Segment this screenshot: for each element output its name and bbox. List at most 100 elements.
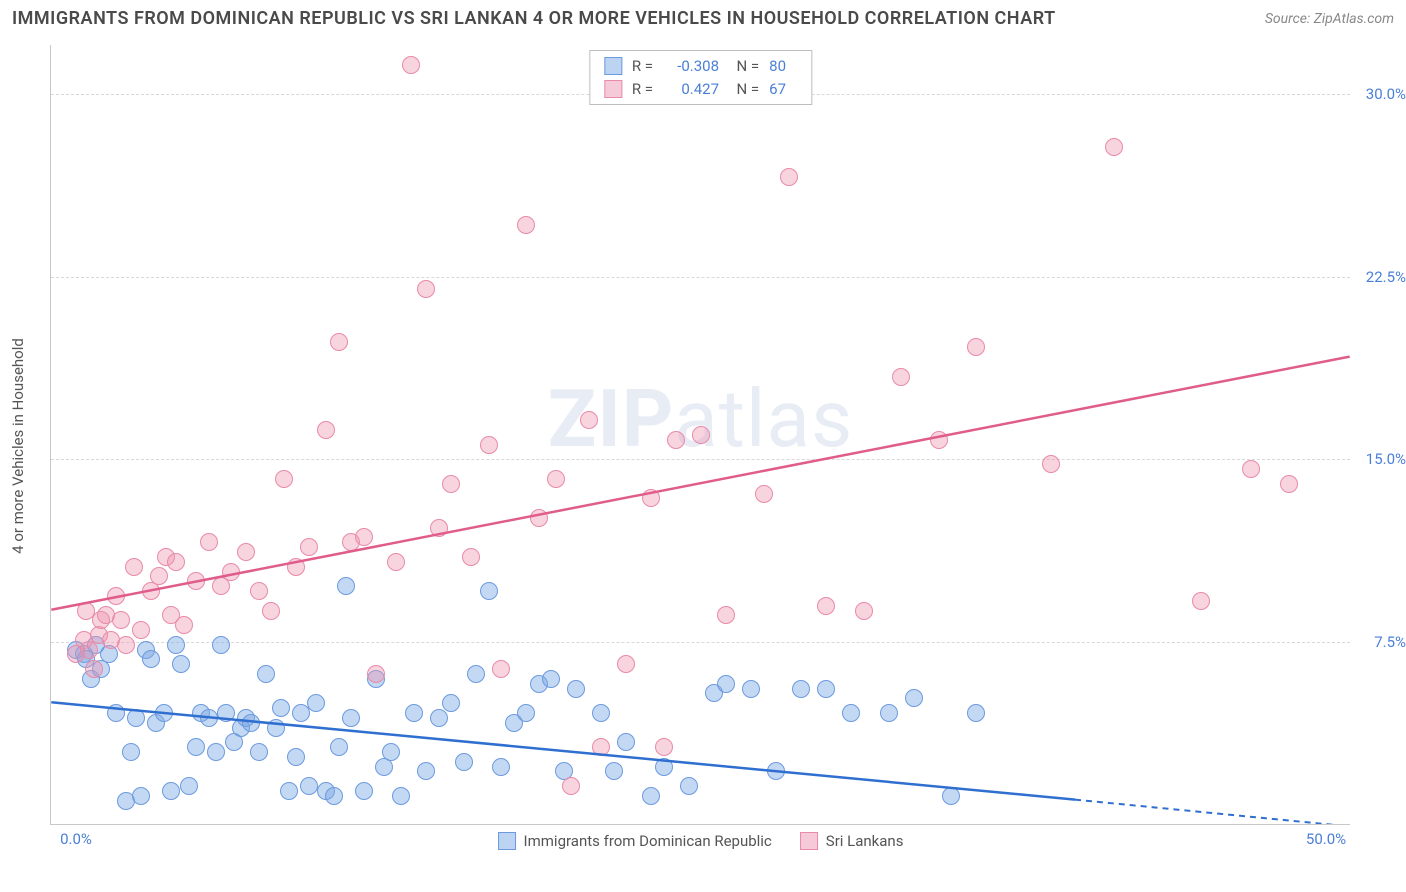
scatter-point-dominican xyxy=(212,636,230,654)
scatter-point-srilankan xyxy=(517,216,535,234)
swatch-dominican xyxy=(498,832,516,850)
scatter-point-dominican xyxy=(967,704,985,722)
scatter-point-dominican xyxy=(467,665,485,683)
n-label: N = xyxy=(729,78,759,101)
y-tick-label: 22.5% xyxy=(1356,268,1406,286)
scatter-point-dominican xyxy=(180,777,198,795)
legend-label: Immigrants from Dominican Republic xyxy=(524,832,772,850)
n-value: 80 xyxy=(769,55,797,78)
scatter-point-srilankan xyxy=(462,548,480,566)
scatter-point-srilankan xyxy=(892,368,910,386)
scatter-point-srilankan xyxy=(250,582,268,600)
scatter-point-dominican xyxy=(442,694,460,712)
scatter-point-dominican xyxy=(592,704,610,722)
scatter-point-srilankan xyxy=(547,470,565,488)
swatch-srilankan xyxy=(604,80,622,98)
scatter-point-dominican xyxy=(122,743,140,761)
scatter-point-srilankan xyxy=(107,587,125,605)
r-value: 0.427 xyxy=(663,78,719,101)
scatter-point-dominican xyxy=(300,777,318,795)
y-tick-label: 30.0% xyxy=(1356,85,1406,103)
scatter-point-srilankan xyxy=(667,431,685,449)
scatter-point-srilankan xyxy=(112,611,130,629)
scatter-point-srilankan xyxy=(967,338,985,356)
scatter-point-dominican xyxy=(817,680,835,698)
scatter-point-srilankan xyxy=(222,563,240,581)
scatter-point-srilankan xyxy=(402,56,420,74)
trend-line-extrapolated-dominican xyxy=(1075,800,1350,824)
scatter-point-dominican xyxy=(382,743,400,761)
scatter-point-dominican xyxy=(942,787,960,805)
scatter-point-dominican xyxy=(107,704,125,722)
scatter-point-dominican xyxy=(250,743,268,761)
scatter-point-srilankan xyxy=(132,621,150,639)
scatter-point-dominican xyxy=(242,714,260,732)
scatter-point-srilankan xyxy=(430,519,448,537)
trend-line-srilankan xyxy=(51,357,1349,610)
scatter-point-srilankan xyxy=(1105,138,1123,156)
scatter-point-dominican xyxy=(217,704,235,722)
scatter-point-srilankan xyxy=(417,280,435,298)
scatter-point-srilankan xyxy=(117,636,135,654)
scatter-point-srilankan xyxy=(755,485,773,503)
y-tick-label: 7.5% xyxy=(1356,633,1406,651)
r-value: -0.308 xyxy=(663,55,719,78)
x-tick-label: 0.0% xyxy=(60,830,92,848)
scatter-point-srilankan xyxy=(275,470,293,488)
scatter-point-dominican xyxy=(792,680,810,698)
scatter-point-srilankan xyxy=(330,333,348,351)
scatter-point-srilankan xyxy=(562,777,580,795)
corr-row-srilankan: R =0.427 N =67 xyxy=(604,78,797,101)
scatter-point-srilankan xyxy=(150,567,168,585)
correlation-legend: R = -0.308 N = 80R =0.427 N =67 xyxy=(589,50,812,105)
scatter-point-dominican xyxy=(307,694,325,712)
scatter-point-srilankan xyxy=(655,738,673,756)
scatter-point-dominican xyxy=(127,709,145,727)
legend-item-srilankan: Sri Lankans xyxy=(800,832,904,850)
scatter-point-srilankan xyxy=(442,475,460,493)
scatter-point-srilankan xyxy=(237,543,255,561)
scatter-point-srilankan xyxy=(592,738,610,756)
swatch-srilankan xyxy=(800,832,818,850)
scatter-point-srilankan xyxy=(492,660,510,678)
scatter-point-srilankan xyxy=(1280,475,1298,493)
scatter-point-srilankan xyxy=(367,665,385,683)
gridline xyxy=(51,642,1350,643)
scatter-point-srilankan xyxy=(580,411,598,429)
corr-row-dominican: R = -0.308 N = 80 xyxy=(604,55,797,78)
scatter-point-dominican xyxy=(455,753,473,771)
scatter-point-srilankan xyxy=(1192,592,1210,610)
r-label: R = xyxy=(632,55,653,78)
scatter-point-dominican xyxy=(132,787,150,805)
y-axis-label: 4 or more Vehicles in Household xyxy=(9,338,27,554)
scatter-point-dominican xyxy=(842,704,860,722)
y-tick-label: 15.0% xyxy=(1356,450,1406,468)
scatter-point-srilankan xyxy=(1242,460,1260,478)
scatter-point-dominican xyxy=(880,704,898,722)
scatter-point-dominican xyxy=(342,709,360,727)
n-label: N = xyxy=(729,55,759,78)
legend-label: Sri Lankans xyxy=(826,832,904,850)
scatter-point-dominican xyxy=(330,738,348,756)
scatter-point-srilankan xyxy=(262,602,280,620)
chart-title: IMMIGRANTS FROM DOMINICAN REPUBLIC VS SR… xyxy=(12,8,1056,29)
plot-area: ZIPatlas 7.5%15.0%22.5%30.0% 0.0%50.0% R… xyxy=(50,45,1350,825)
scatter-point-srilankan xyxy=(187,572,205,590)
scatter-point-dominican xyxy=(187,738,205,756)
scatter-point-srilankan xyxy=(480,436,498,454)
scatter-point-dominican xyxy=(905,689,923,707)
scatter-point-dominican xyxy=(167,636,185,654)
scatter-point-dominican xyxy=(272,699,290,717)
scatter-point-dominican xyxy=(567,680,585,698)
scatter-point-srilankan xyxy=(692,426,710,444)
scatter-point-srilankan xyxy=(617,655,635,673)
scatter-point-dominican xyxy=(280,782,298,800)
scatter-point-dominican xyxy=(207,743,225,761)
scatter-point-srilankan xyxy=(642,489,660,507)
scatter-point-dominican xyxy=(337,577,355,595)
scatter-point-dominican xyxy=(767,762,785,780)
scatter-point-dominican xyxy=(605,762,623,780)
scatter-point-srilankan xyxy=(300,538,318,556)
scatter-point-srilankan xyxy=(817,597,835,615)
scatter-point-srilankan xyxy=(175,616,193,634)
